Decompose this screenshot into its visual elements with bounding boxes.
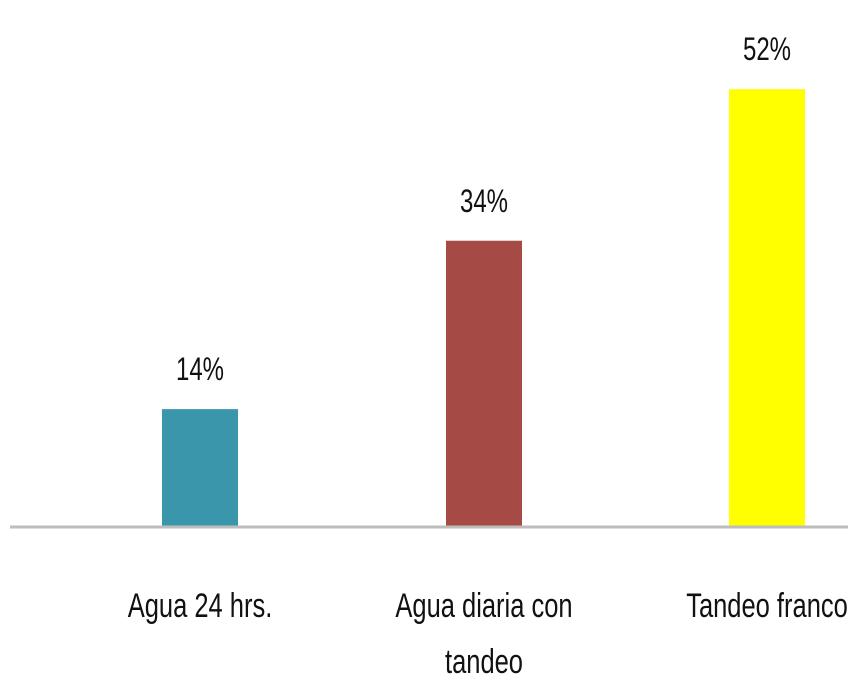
- bar: [729, 89, 805, 527]
- data-label: 14%: [175, 351, 225, 388]
- bar: [446, 240, 522, 527]
- x-tick-label: Tandeo franco: [686, 587, 848, 625]
- data-label: 52%: [742, 31, 792, 68]
- data-label: 34%: [459, 182, 509, 219]
- x-tick-label: Agua 24 hrs.: [127, 587, 273, 625]
- x-tick-label: Agua diaria con tandeo: [395, 587, 573, 681]
- bar: [162, 409, 238, 527]
